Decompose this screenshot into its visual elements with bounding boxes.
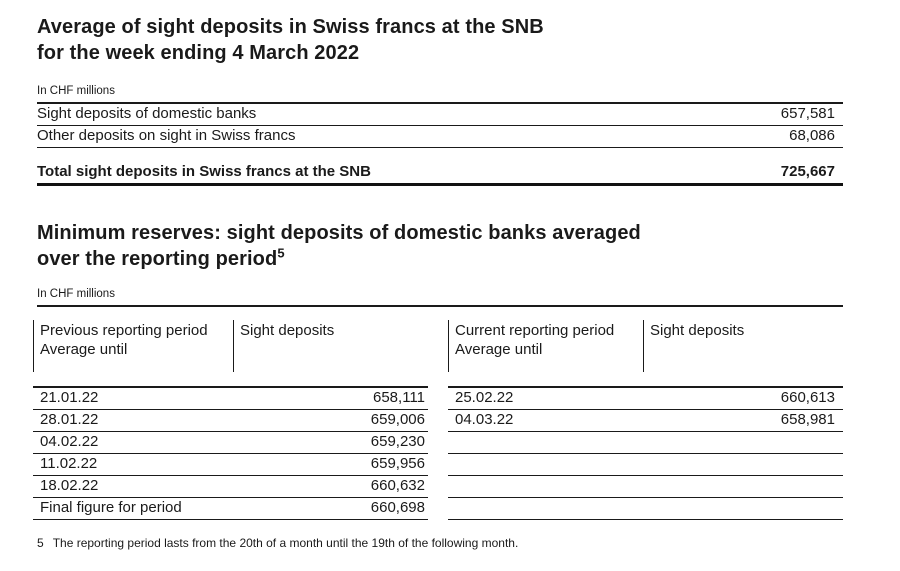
section1-table: Sight deposits of domestic banks 657,581…: [37, 104, 843, 186]
table-row-empty: [448, 498, 843, 520]
table-row: 21.01.22 658,111: [33, 388, 428, 410]
reserves-table-header: Previous reporting period Average until …: [33, 320, 843, 372]
header-line: Average until: [455, 341, 543, 358]
row-value: 658,111: [373, 389, 425, 406]
row-value: 657,581: [780, 105, 835, 122]
header-line: Previous reporting period: [40, 322, 208, 339]
header-cell-current-period: Current reporting period Average until: [448, 320, 643, 372]
section2-title: Minimum reserves: sight deposits of dome…: [37, 220, 843, 272]
section1-title: Average of sight deposits in Swiss franc…: [37, 14, 843, 66]
row-value: 68,086: [789, 127, 835, 144]
table-row: 18.02.22 660,632: [33, 476, 428, 498]
reserves-table-body: 21.01.22 658,111 28.01.22 659,006 04.02.…: [33, 386, 843, 520]
table-row: 25.02.22 660,613: [448, 388, 843, 410]
table-row: Final figure for period 660,698: [33, 498, 428, 520]
table-row-empty: [448, 476, 843, 498]
total-row: Total sight deposits in Swiss francs at …: [37, 161, 843, 186]
header-line: Sight deposits: [650, 322, 745, 339]
header-line: Average until: [40, 341, 128, 358]
table-row: 11.02.22 659,956: [33, 454, 428, 476]
table-row-empty: [448, 432, 843, 454]
table-row: Other deposits on sight in Swiss francs …: [37, 126, 843, 148]
footnote-text: The reporting period lasts from the 20th…: [52, 536, 519, 550]
row-value: 659,006: [370, 411, 425, 428]
row-label: 04.03.22: [455, 411, 514, 428]
row-label: 11.02.22: [40, 455, 98, 472]
section1-title-line2: for the week ending 4 March 2022: [37, 42, 360, 64]
table-row: 04.02.22 659,230: [33, 432, 428, 454]
section2-title-line2: over the reporting period: [37, 248, 278, 270]
row-value: 658,981: [780, 411, 835, 428]
header-cell-previous-period: Previous reporting period Average until: [33, 320, 233, 372]
section2-title-line1: Minimum reserves: sight deposits of dome…: [37, 222, 641, 244]
row-label: 21.01.22: [40, 389, 99, 406]
section1-unit-label: In CHF millions: [37, 85, 843, 104]
row-label: Other deposits on sight in Swiss francs: [37, 127, 296, 144]
row-label: Sight deposits of domestic banks: [37, 105, 257, 122]
table-row: 04.03.22 658,981: [448, 410, 843, 432]
row-label: 28.01.22: [40, 411, 99, 428]
table-row: Sight deposits of domestic banks 657,581: [37, 104, 843, 126]
total-row-value: 725,667: [780, 163, 835, 180]
header-cell-sight-deposits-curr: Sight deposits: [643, 320, 843, 372]
row-label: Final figure for period: [40, 499, 182, 516]
header-line: Current reporting period: [455, 322, 615, 339]
row-value: 660,632: [370, 477, 425, 494]
footnote-marker: 5: [37, 536, 44, 550]
current-period-column: 25.02.22 660,613 04.03.22 658,981: [448, 386, 843, 520]
table-row: 28.01.22 659,006: [33, 410, 428, 432]
row-value: 659,956: [370, 455, 425, 472]
column-gap: [428, 386, 448, 520]
footnote-reference: 5: [277, 245, 285, 261]
row-label: 18.02.22: [40, 477, 99, 494]
row-label: 04.02.22: [40, 433, 99, 450]
header-cell-sight-deposits-prev: Sight deposits: [233, 320, 448, 372]
row-label: 25.02.22: [455, 389, 514, 406]
section1-title-line1: Average of sight deposits in Swiss franc…: [37, 16, 544, 38]
section2-unit-label: In CHF millions: [37, 288, 843, 307]
row-value: 660,613: [780, 389, 835, 406]
footnote: 5 The reporting period lasts from the 20…: [37, 536, 843, 551]
row-value: 659,230: [370, 433, 425, 450]
total-row-label: Total sight deposits in Swiss francs at …: [37, 163, 371, 180]
header-line: Sight deposits: [240, 322, 335, 339]
previous-period-column: 21.01.22 658,111 28.01.22 659,006 04.02.…: [33, 386, 428, 520]
row-value: 660,698: [370, 499, 425, 516]
table-row-empty: [448, 454, 843, 476]
